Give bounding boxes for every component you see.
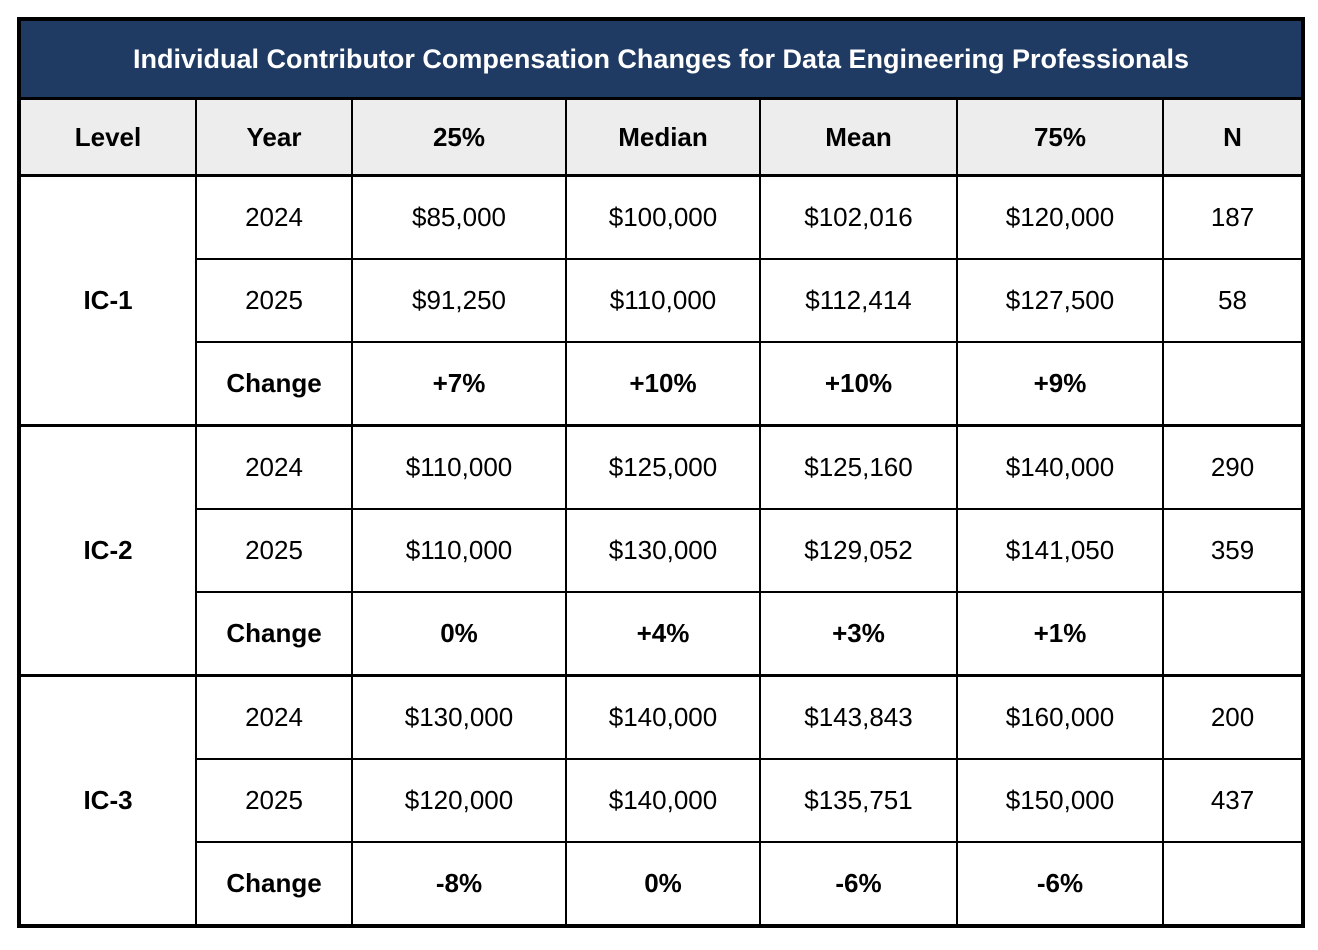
cell-year: 2025 — [195, 508, 353, 593]
header-median: Median — [565, 97, 761, 177]
level-cell: IC-2 — [18, 424, 197, 677]
table-row: IC-1 2024 $85,000 $100,000 $102,016 $120… — [18, 174, 1305, 427]
cell-median: $100,000 — [565, 174, 761, 260]
cell-mean: -6% — [759, 841, 958, 927]
cell-n: 437 — [1161, 758, 1305, 843]
cell-year: 2025 — [195, 758, 353, 843]
cell-year: 2024 — [195, 424, 353, 510]
cell-n — [1161, 591, 1305, 677]
cell-median: $125,000 — [565, 424, 761, 510]
cell-mean: $112,414 — [759, 258, 958, 343]
cell-p75: $150,000 — [956, 758, 1164, 843]
change-row: Change +7% +10% +10% +9% — [19, 341, 1305, 427]
cell-change-label: Change — [195, 841, 353, 927]
cell-n: 187 — [1161, 174, 1305, 260]
cell-mean: +3% — [759, 591, 958, 677]
cell-year: 2025 — [195, 258, 353, 343]
cell-p75: +1% — [956, 591, 1164, 677]
cell-n: 200 — [1161, 674, 1305, 760]
cell-p25: $120,000 — [351, 758, 567, 843]
table-row: IC-2 2024 $110,000 $125,000 $125,160 $14… — [18, 424, 1305, 677]
cell-change-label: Change — [195, 591, 353, 677]
cell-n — [1161, 841, 1305, 927]
cell-n: 359 — [1161, 508, 1305, 593]
cell-p75: $140,000 — [956, 424, 1164, 510]
change-row: Change -8% 0% -6% -6% — [19, 841, 1305, 927]
cell-median: +10% — [565, 341, 761, 427]
cell-p25: 0% — [351, 591, 567, 677]
level-cell: IC-1 — [18, 174, 197, 427]
header-p25: 25% — [351, 97, 567, 177]
cell-year: 2024 — [195, 674, 353, 760]
cell-year: 2024 — [195, 174, 353, 260]
cell-mean: $143,843 — [759, 674, 958, 760]
cell-median: $130,000 — [565, 508, 761, 593]
table-row: IC-3 2024 $130,000 $140,000 $143,843 $16… — [18, 674, 1305, 927]
cell-mean: $102,016 — [759, 174, 958, 260]
compensation-table: Individual Contributor Compensation Chan… — [17, 17, 1306, 928]
cell-median: $110,000 — [565, 258, 761, 343]
header-mean: Mean — [759, 97, 958, 177]
cell-change-label: Change — [195, 341, 353, 427]
cell-median: $140,000 — [565, 674, 761, 760]
cell-mean: $129,052 — [759, 508, 958, 593]
header-level: Level — [18, 97, 197, 177]
cell-mean: $125,160 — [759, 424, 958, 510]
cell-p75: $127,500 — [956, 258, 1164, 343]
cell-p25: $110,000 — [351, 424, 567, 510]
cell-mean: +10% — [759, 341, 958, 427]
title-row: Individual Contributor Compensation Chan… — [17, 18, 1305, 100]
cell-p75: +9% — [956, 341, 1164, 427]
cell-mean: $135,751 — [759, 758, 958, 843]
cell-p75: $141,050 — [956, 508, 1164, 593]
table-row: 2025 $110,000 $130,000 $129,052 $141,050… — [19, 508, 1305, 593]
header-n: N — [1161, 97, 1305, 177]
table-row: 2025 $120,000 $140,000 $135,751 $150,000… — [19, 758, 1305, 843]
cell-median: +4% — [565, 591, 761, 677]
cell-p75: $160,000 — [956, 674, 1164, 760]
cell-p25: $91,250 — [351, 258, 567, 343]
cell-n — [1161, 341, 1305, 427]
level-cell: IC-3 — [18, 674, 197, 927]
header-p75: 75% — [956, 97, 1164, 177]
cell-p25: $85,000 — [351, 174, 567, 260]
cell-p25: -8% — [351, 841, 567, 927]
table-row: 2025 $91,250 $110,000 $112,414 $127,500 … — [19, 258, 1305, 343]
cell-p25: $110,000 — [351, 508, 567, 593]
cell-p25: $130,000 — [351, 674, 567, 760]
header-row: Level Year 25% Median Mean 75% N — [18, 97, 1305, 177]
change-row: Change 0% +4% +3% +1% — [19, 591, 1305, 677]
cell-p75: -6% — [956, 841, 1164, 927]
table-title: Individual Contributor Compensation Chan… — [17, 18, 1305, 100]
header-year: Year — [195, 97, 353, 177]
cell-median: 0% — [565, 841, 761, 927]
cell-n: 290 — [1161, 424, 1305, 510]
cell-p75: $120,000 — [956, 174, 1164, 260]
cell-n: 58 — [1161, 258, 1305, 343]
cell-median: $140,000 — [565, 758, 761, 843]
cell-p25: +7% — [351, 341, 567, 427]
